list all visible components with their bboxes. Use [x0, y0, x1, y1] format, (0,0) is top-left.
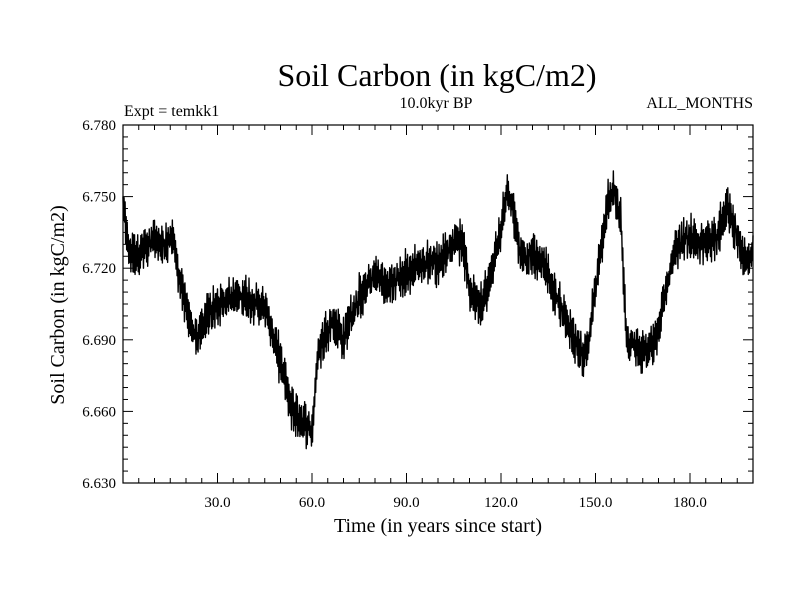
- x-tick-label: 30.0: [204, 495, 230, 511]
- plot-area: [122, 170, 754, 450]
- x-tick-label: 120.0: [484, 495, 518, 511]
- y-tick-label: 6.630: [82, 476, 116, 492]
- x-tick-label: 60.0: [299, 495, 325, 511]
- x-tick-label: 90.0: [393, 495, 419, 511]
- axis-ticks: 6.630 6.660 6.690 6.720 6.750 6.780 30.0 60.0 90…: [82, 118, 753, 511]
- y-tick-label: 6.780: [82, 118, 116, 134]
- x-tick-label: 150.0: [579, 495, 613, 511]
- months-label: ALL_MONTHS: [646, 95, 753, 112]
- chart-subtitle: 10.0kyr BP: [400, 95, 473, 112]
- x-axis-label: Time (in years since start): [334, 515, 542, 537]
- x-tick-label: 180.0: [673, 495, 707, 511]
- y-tick-label: 6.660: [82, 404, 116, 420]
- y-tick-label: 6.720: [82, 261, 116, 277]
- chart-title: Soil Carbon (in kgC/m2): [277, 57, 596, 93]
- plot-frame: [122, 124, 754, 484]
- y-tick-label: 6.690: [82, 333, 116, 349]
- y-axis-label: Soil Carbon (in kgC/m2): [47, 205, 69, 404]
- experiment-label: Expt = temkk1: [124, 103, 219, 120]
- y-tick-label: 6.750: [82, 190, 116, 206]
- series-line: [122, 170, 754, 450]
